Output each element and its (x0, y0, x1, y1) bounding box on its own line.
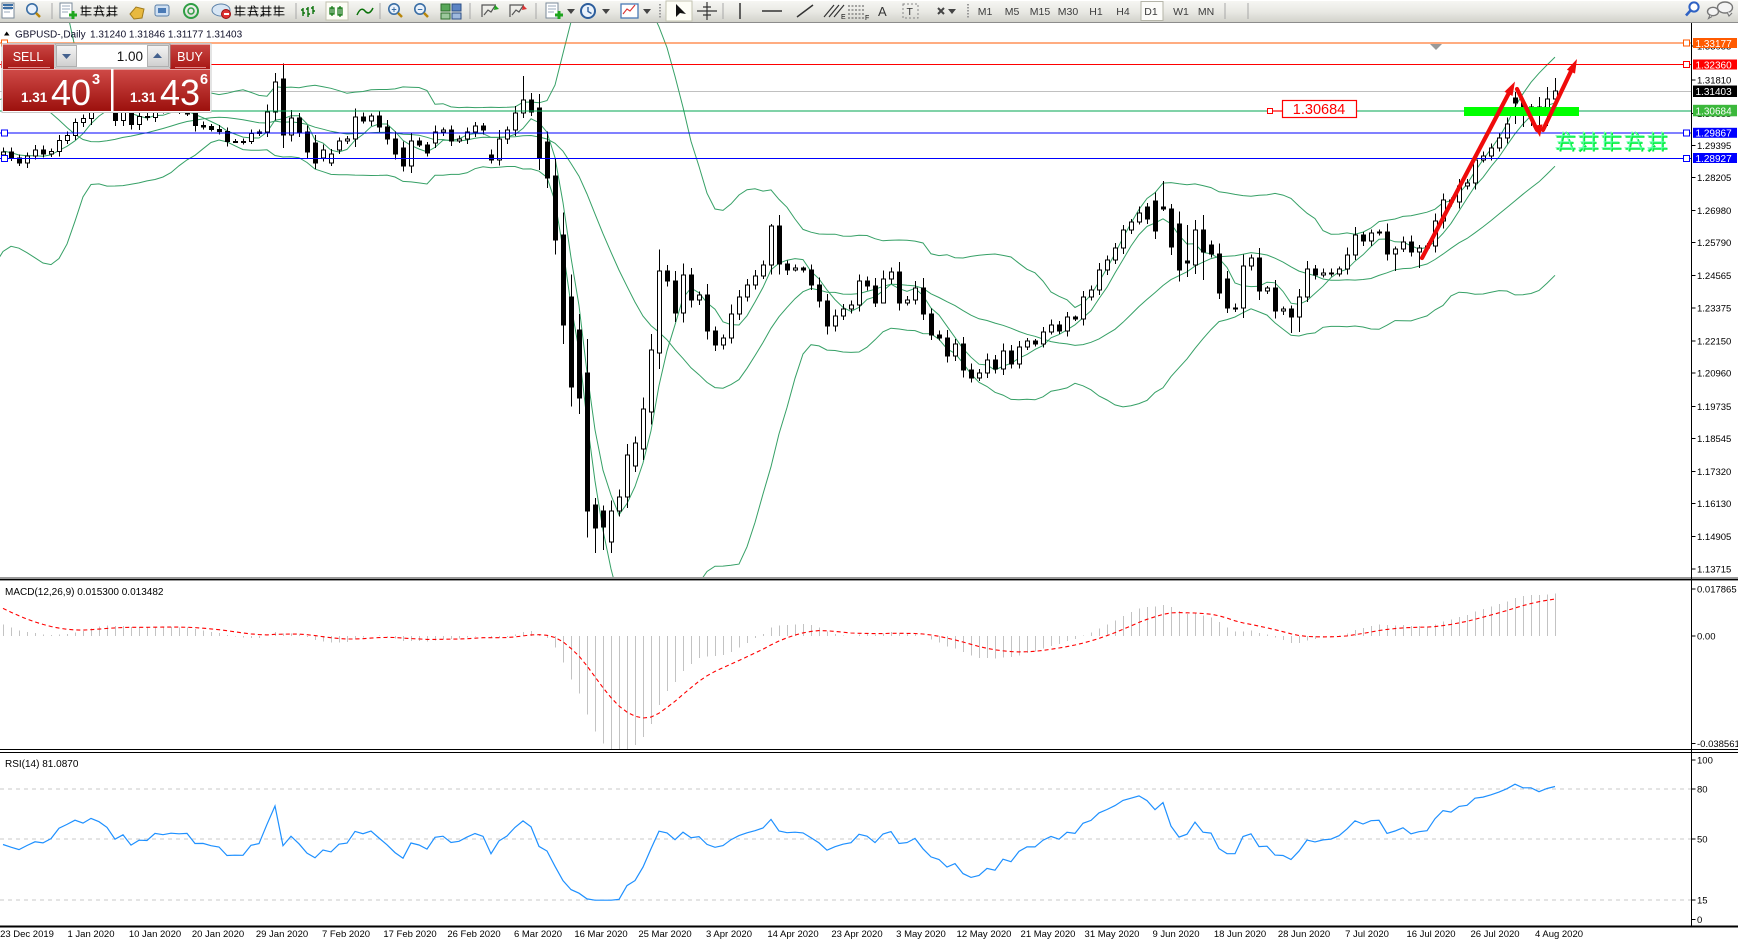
svg-text:1.26980: 1.26980 (1697, 206, 1731, 217)
svg-text:H1: H1 (1089, 6, 1103, 18)
svg-text:1.20960: 1.20960 (1697, 369, 1731, 380)
svg-text:26 Jul 2020: 26 Jul 2020 (1470, 929, 1519, 940)
svg-text:1 Jan 2020: 1 Jan 2020 (67, 929, 114, 940)
svg-text:20 Jan 2020: 20 Jan 2020 (192, 929, 244, 940)
svg-text:12 May 2020: 12 May 2020 (957, 929, 1012, 940)
svg-text:3 Apr 2020: 3 Apr 2020 (706, 929, 752, 940)
svg-text:M1: M1 (978, 6, 993, 18)
svg-text:50: 50 (1697, 835, 1708, 846)
svg-text:1.30684: 1.30684 (1293, 102, 1345, 118)
svg-text:A: A (878, 4, 887, 19)
svg-text:15: 15 (1697, 896, 1708, 907)
svg-text:6 Mar 2020: 6 Mar 2020 (514, 929, 562, 940)
svg-text:D1: D1 (1144, 6, 1158, 18)
svg-text:10 Jan 2020: 10 Jan 2020 (129, 929, 181, 940)
svg-text:−: − (417, 5, 422, 15)
svg-text:M15: M15 (1030, 6, 1051, 18)
svg-text:1.18545: 1.18545 (1697, 434, 1731, 445)
svg-text:26 Feb 2020: 26 Feb 2020 (447, 929, 500, 940)
svg-text:16 Mar 2020: 16 Mar 2020 (574, 929, 627, 940)
svg-text:23 Dec 2019: 23 Dec 2019 (0, 929, 54, 940)
svg-text:1.25790: 1.25790 (1697, 238, 1731, 249)
svg-text:1.31240 1.31846 1.31177 1.3140: 1.31240 1.31846 1.31177 1.31403 (90, 30, 243, 41)
svg-text:40: 40 (51, 72, 91, 113)
svg-text:W1: W1 (1173, 6, 1189, 18)
svg-text:3: 3 (92, 72, 100, 88)
svg-text:MACD(12,26,9) 0.015300 0.01348: MACD(12,26,9) 0.015300 0.013482 (5, 587, 164, 598)
svg-text:18 Jun 2020: 18 Jun 2020 (1214, 929, 1266, 940)
svg-text:7 Feb 2020: 7 Feb 2020 (322, 929, 370, 940)
svg-text:1.23375: 1.23375 (1697, 304, 1731, 315)
svg-text:1.24565: 1.24565 (1697, 271, 1731, 282)
svg-text:+: + (391, 5, 396, 15)
svg-text:4 Aug 2020: 4 Aug 2020 (1535, 929, 1583, 940)
svg-text:1.31403: 1.31403 (1696, 87, 1733, 98)
svg-text:1.00: 1.00 (117, 49, 143, 64)
svg-text:100: 100 (1697, 756, 1713, 767)
svg-text:17 Feb 2020: 17 Feb 2020 (383, 929, 436, 940)
svg-text:-0.038561: -0.038561 (1697, 739, 1738, 750)
svg-text:T: T (907, 6, 914, 18)
svg-text:0.00: 0.00 (1697, 632, 1716, 643)
svg-text:80: 80 (1697, 785, 1708, 796)
svg-text:1.30684: 1.30684 (1696, 106, 1733, 117)
svg-text:MN: MN (1198, 6, 1214, 18)
svg-text:7 Jul 2020: 7 Jul 2020 (1345, 929, 1389, 940)
svg-text:1.28927: 1.28927 (1696, 154, 1733, 165)
svg-text:E: E (841, 14, 846, 21)
svg-text:43: 43 (160, 72, 200, 113)
svg-text:31 May 2020: 31 May 2020 (1085, 929, 1140, 940)
svg-text:BUY: BUY (177, 50, 203, 64)
svg-text:23 Apr 2020: 23 Apr 2020 (831, 929, 882, 940)
svg-text:3 May 2020: 3 May 2020 (896, 929, 946, 940)
svg-text:1.31: 1.31 (21, 90, 48, 105)
svg-text:M5: M5 (1005, 6, 1020, 18)
svg-text:0: 0 (1697, 915, 1702, 926)
svg-text:1.13715: 1.13715 (1697, 565, 1731, 576)
svg-text:F: F (865, 15, 869, 22)
svg-text:1.31: 1.31 (130, 90, 157, 105)
svg-text:H4: H4 (1116, 6, 1130, 18)
svg-text:16 Jul 2020: 16 Jul 2020 (1406, 929, 1455, 940)
svg-text:1.22150: 1.22150 (1697, 337, 1731, 348)
svg-text:1.29867: 1.29867 (1696, 129, 1733, 140)
svg-text:1.14905: 1.14905 (1697, 532, 1731, 543)
svg-text:1.32360: 1.32360 (1696, 60, 1733, 71)
svg-text:M30: M30 (1058, 6, 1079, 18)
svg-text:29 Jan 2020: 29 Jan 2020 (256, 929, 308, 940)
svg-text:1.19735: 1.19735 (1697, 402, 1731, 413)
svg-text:21 May 2020: 21 May 2020 (1021, 929, 1076, 940)
svg-text:25 Mar 2020: 25 Mar 2020 (638, 929, 691, 940)
svg-text:SELL: SELL (13, 50, 44, 64)
svg-text:28 Jun 2020: 28 Jun 2020 (1278, 929, 1330, 940)
svg-text:RSI(14) 81.0870: RSI(14) 81.0870 (5, 759, 79, 770)
svg-text:1.31810: 1.31810 (1697, 76, 1731, 87)
svg-text:14 Apr 2020: 14 Apr 2020 (767, 929, 818, 940)
svg-text:6: 6 (200, 72, 208, 88)
svg-text:1.29395: 1.29395 (1697, 141, 1731, 152)
svg-text:0.017865: 0.017865 (1697, 585, 1737, 596)
svg-text:1.17320: 1.17320 (1697, 467, 1731, 478)
svg-text:1.28205: 1.28205 (1697, 173, 1731, 184)
svg-text:1.16130: 1.16130 (1697, 499, 1731, 510)
svg-text:GBPUSD-,Daily: GBPUSD-,Daily (15, 30, 86, 41)
svg-text:9 Jun 2020: 9 Jun 2020 (1152, 929, 1199, 940)
svg-text:1.33177: 1.33177 (1696, 39, 1733, 50)
